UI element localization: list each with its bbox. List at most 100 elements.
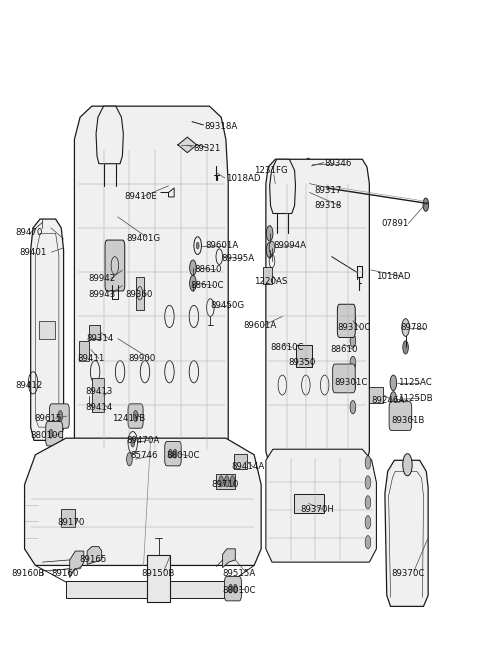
FancyBboxPatch shape bbox=[389, 402, 412, 430]
Text: 89401: 89401 bbox=[20, 248, 47, 257]
Text: 89395A: 89395A bbox=[221, 254, 254, 263]
Bar bbox=[297, 345, 312, 367]
Circle shape bbox=[225, 476, 229, 487]
Text: 88010C: 88010C bbox=[166, 451, 200, 460]
Circle shape bbox=[214, 159, 219, 172]
Circle shape bbox=[266, 242, 273, 258]
Text: 89360: 89360 bbox=[126, 290, 153, 299]
FancyBboxPatch shape bbox=[49, 404, 69, 428]
Circle shape bbox=[190, 260, 196, 276]
Circle shape bbox=[182, 111, 192, 133]
Circle shape bbox=[403, 454, 412, 476]
Bar bbox=[294, 493, 324, 514]
Text: 89370C: 89370C bbox=[392, 569, 425, 578]
Text: 88010C: 88010C bbox=[31, 432, 64, 440]
Circle shape bbox=[185, 116, 190, 127]
Circle shape bbox=[269, 241, 275, 254]
Text: 89321: 89321 bbox=[193, 143, 220, 153]
Text: 89314: 89314 bbox=[87, 334, 114, 343]
PathPatch shape bbox=[223, 549, 235, 568]
Text: 89165: 89165 bbox=[79, 555, 107, 565]
Bar bbox=[216, 474, 235, 489]
Circle shape bbox=[230, 476, 235, 487]
Bar bbox=[135, 276, 144, 310]
Text: 1018AD: 1018AD bbox=[376, 272, 411, 281]
Text: 1231FG: 1231FG bbox=[254, 166, 288, 175]
PathPatch shape bbox=[266, 159, 370, 460]
Circle shape bbox=[305, 158, 312, 174]
Bar bbox=[61, 509, 75, 527]
PathPatch shape bbox=[74, 106, 228, 462]
Text: 89160: 89160 bbox=[51, 569, 78, 578]
Text: 89900: 89900 bbox=[128, 354, 156, 363]
FancyBboxPatch shape bbox=[46, 422, 63, 446]
Circle shape bbox=[299, 179, 303, 190]
Text: 89350: 89350 bbox=[288, 358, 316, 367]
Text: 89994A: 89994A bbox=[273, 241, 306, 250]
Text: 89317: 89317 bbox=[314, 186, 342, 195]
Text: 88010C: 88010C bbox=[222, 586, 256, 595]
FancyBboxPatch shape bbox=[165, 441, 181, 466]
Text: 89246A: 89246A bbox=[372, 396, 405, 405]
Circle shape bbox=[365, 456, 371, 469]
Text: 1125AC: 1125AC bbox=[397, 379, 432, 387]
Bar bbox=[263, 267, 272, 284]
Text: 89470A: 89470A bbox=[126, 436, 159, 445]
Circle shape bbox=[350, 401, 356, 414]
Text: 07891: 07891 bbox=[381, 219, 408, 228]
Text: 89310C: 89310C bbox=[338, 323, 371, 332]
Text: 89515A: 89515A bbox=[223, 569, 256, 578]
Circle shape bbox=[127, 453, 132, 466]
Text: 89414A: 89414A bbox=[231, 462, 265, 472]
Circle shape bbox=[233, 584, 237, 593]
Text: 89411: 89411 bbox=[78, 354, 105, 363]
Text: 89601A: 89601A bbox=[243, 321, 276, 329]
PathPatch shape bbox=[87, 547, 102, 565]
Bar bbox=[92, 379, 104, 411]
Text: 89412: 89412 bbox=[15, 381, 43, 390]
Circle shape bbox=[228, 584, 232, 593]
PathPatch shape bbox=[270, 159, 296, 214]
Text: 89410E: 89410E bbox=[125, 193, 157, 201]
Text: 89615: 89615 bbox=[34, 414, 61, 422]
Text: 88610C: 88610C bbox=[271, 343, 304, 352]
Bar bbox=[88, 326, 100, 339]
Circle shape bbox=[266, 226, 273, 241]
Text: 89943: 89943 bbox=[88, 290, 116, 299]
Circle shape bbox=[390, 392, 396, 407]
Text: 85746: 85746 bbox=[130, 451, 157, 460]
Bar bbox=[147, 555, 170, 602]
Bar bbox=[39, 321, 55, 339]
Text: 89301C: 89301C bbox=[334, 379, 368, 387]
Circle shape bbox=[350, 356, 356, 369]
Circle shape bbox=[390, 375, 396, 390]
Text: 89601A: 89601A bbox=[205, 241, 239, 250]
Text: 1125DB: 1125DB bbox=[397, 394, 432, 403]
Text: 89318: 89318 bbox=[314, 201, 342, 210]
Text: 89470: 89470 bbox=[15, 228, 43, 237]
FancyBboxPatch shape bbox=[289, 165, 312, 204]
Polygon shape bbox=[161, 188, 174, 197]
Text: 89401G: 89401G bbox=[126, 234, 160, 244]
Circle shape bbox=[350, 379, 356, 392]
Text: 89450G: 89450G bbox=[210, 301, 244, 310]
Circle shape bbox=[219, 476, 224, 487]
Circle shape bbox=[365, 476, 371, 489]
Text: 89170: 89170 bbox=[58, 518, 85, 527]
Text: 89413: 89413 bbox=[86, 387, 113, 396]
Text: 89370H: 89370H bbox=[300, 504, 334, 514]
Text: 89780: 89780 bbox=[400, 323, 427, 332]
Circle shape bbox=[157, 181, 163, 197]
FancyBboxPatch shape bbox=[105, 240, 125, 291]
Text: 89301B: 89301B bbox=[392, 416, 425, 425]
FancyBboxPatch shape bbox=[225, 576, 241, 601]
FancyBboxPatch shape bbox=[128, 404, 143, 428]
Circle shape bbox=[365, 496, 371, 509]
Circle shape bbox=[58, 411, 63, 422]
Circle shape bbox=[168, 449, 172, 458]
FancyBboxPatch shape bbox=[333, 364, 355, 393]
Circle shape bbox=[365, 515, 371, 529]
Text: 89150B: 89150B bbox=[141, 569, 175, 578]
Bar bbox=[370, 387, 384, 403]
Circle shape bbox=[423, 198, 429, 212]
